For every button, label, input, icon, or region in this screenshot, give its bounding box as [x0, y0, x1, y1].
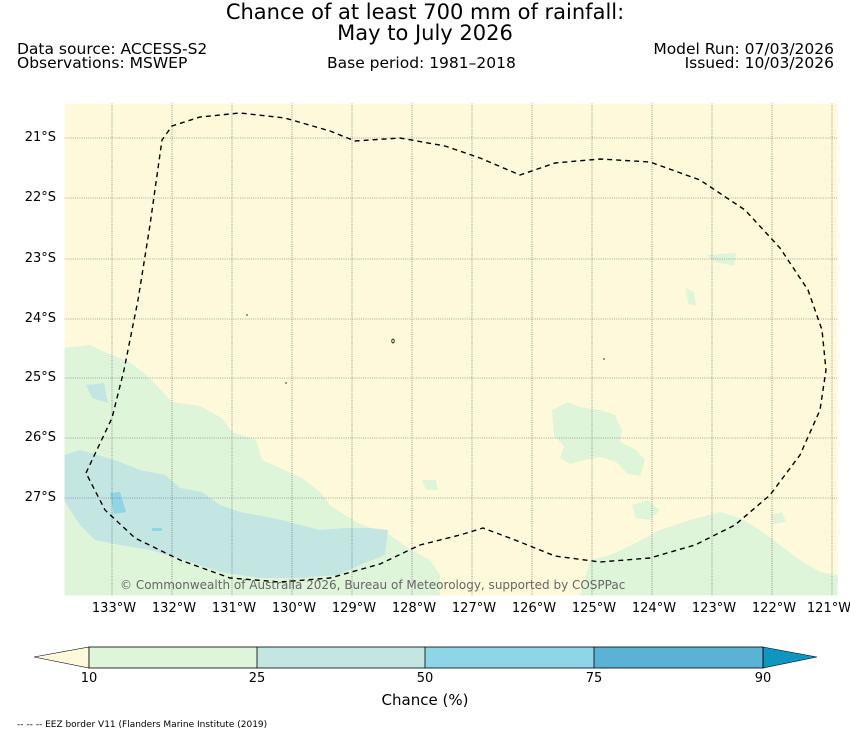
- observations-text: Observations: MSWEP: [17, 54, 188, 72]
- lon-label: 126°W: [511, 601, 557, 616]
- colorbar: [33, 646, 818, 669]
- lon-label: 127°W: [451, 601, 497, 616]
- chart-title-line1: Chance of at least 700 mm of rainfall:: [225, 0, 625, 24]
- lat-label: 27°S: [24, 490, 56, 505]
- colorbar-title: Chance (%): [381, 691, 469, 709]
- lat-label: 25°S: [24, 370, 56, 385]
- lon-label: 123°W: [691, 601, 737, 616]
- colorbar-tick-label: 25: [248, 671, 266, 686]
- base-period-text: Base period: 1981–2018: [327, 54, 516, 72]
- lat-label: 22°S: [24, 190, 56, 205]
- lon-label: 133°W: [91, 601, 137, 616]
- rainfall-patch: [632, 500, 660, 520]
- colorbar-segment-50-75: [425, 647, 594, 668]
- data-source-text: Data source: ACCESS-S2: [17, 40, 208, 58]
- colorbar-tick-label: 75: [585, 671, 603, 686]
- issued-text: Issued: 10/03/2026: [684, 54, 834, 72]
- lat-label: 23°S: [24, 251, 56, 266]
- lon-label: 122°W: [751, 601, 797, 616]
- colorbar-segment-25-50: [257, 647, 425, 668]
- lat-label: 26°S: [24, 430, 56, 445]
- map-frame: [63, 102, 839, 597]
- colorbar-extend-low: [33, 646, 90, 669]
- colorbar-segment-75-90: [594, 647, 763, 668]
- rainfall-patch-50-75: [152, 528, 162, 531]
- colorbar-tick-label: 50: [416, 671, 434, 686]
- colorbar-extend-high: [762, 646, 818, 669]
- lon-label: 132°W: [151, 601, 197, 616]
- rainfall-patch: [770, 512, 786, 524]
- colorbar-tick-label: 90: [754, 671, 772, 686]
- lon-label: 131°W: [211, 601, 257, 616]
- rainfall-band-10-25-central: [552, 402, 645, 476]
- colorbar-tick-label: 10: [80, 671, 98, 686]
- rainfall-patch: [422, 480, 438, 490]
- eez-footnote: -- -- -- EEZ border V11 (Flanders Marine…: [17, 720, 268, 730]
- latitude-gridlines: [64, 137, 838, 499]
- lat-label: 21°S: [24, 130, 56, 145]
- eez-border: [85, 112, 827, 583]
- rainfall-band-10-25-southeast: [580, 512, 838, 596]
- colorbar-segment-10-25: [89, 647, 257, 668]
- lon-label: 130°W: [271, 601, 317, 616]
- lon-label: 125°W: [571, 601, 617, 616]
- lon-label: 124°W: [631, 601, 677, 616]
- rainfall-patch: [686, 288, 696, 306]
- longitude-gridlines: [111, 103, 833, 596]
- lat-label: 24°S: [24, 311, 56, 326]
- lon-label: 128°W: [391, 601, 437, 616]
- island-marks: [246, 314, 605, 384]
- rainfall-patch: [706, 253, 736, 266]
- chart-title-line2: May to July 2026: [337, 21, 513, 45]
- model-run-text: Model Run: 07/03/2026: [653, 40, 834, 58]
- colorbar-outline: [88, 646, 764, 669]
- copyright-text: © Commonwealth of Australia 2026, Bureau…: [120, 578, 626, 592]
- rainfall-band-25-50: [64, 450, 388, 578]
- rainfall-patch: [86, 383, 108, 403]
- rainfall-patch-50-75: [110, 492, 126, 514]
- lon-label: 129°W: [331, 601, 377, 616]
- lon-label: 121°W: [806, 601, 850, 616]
